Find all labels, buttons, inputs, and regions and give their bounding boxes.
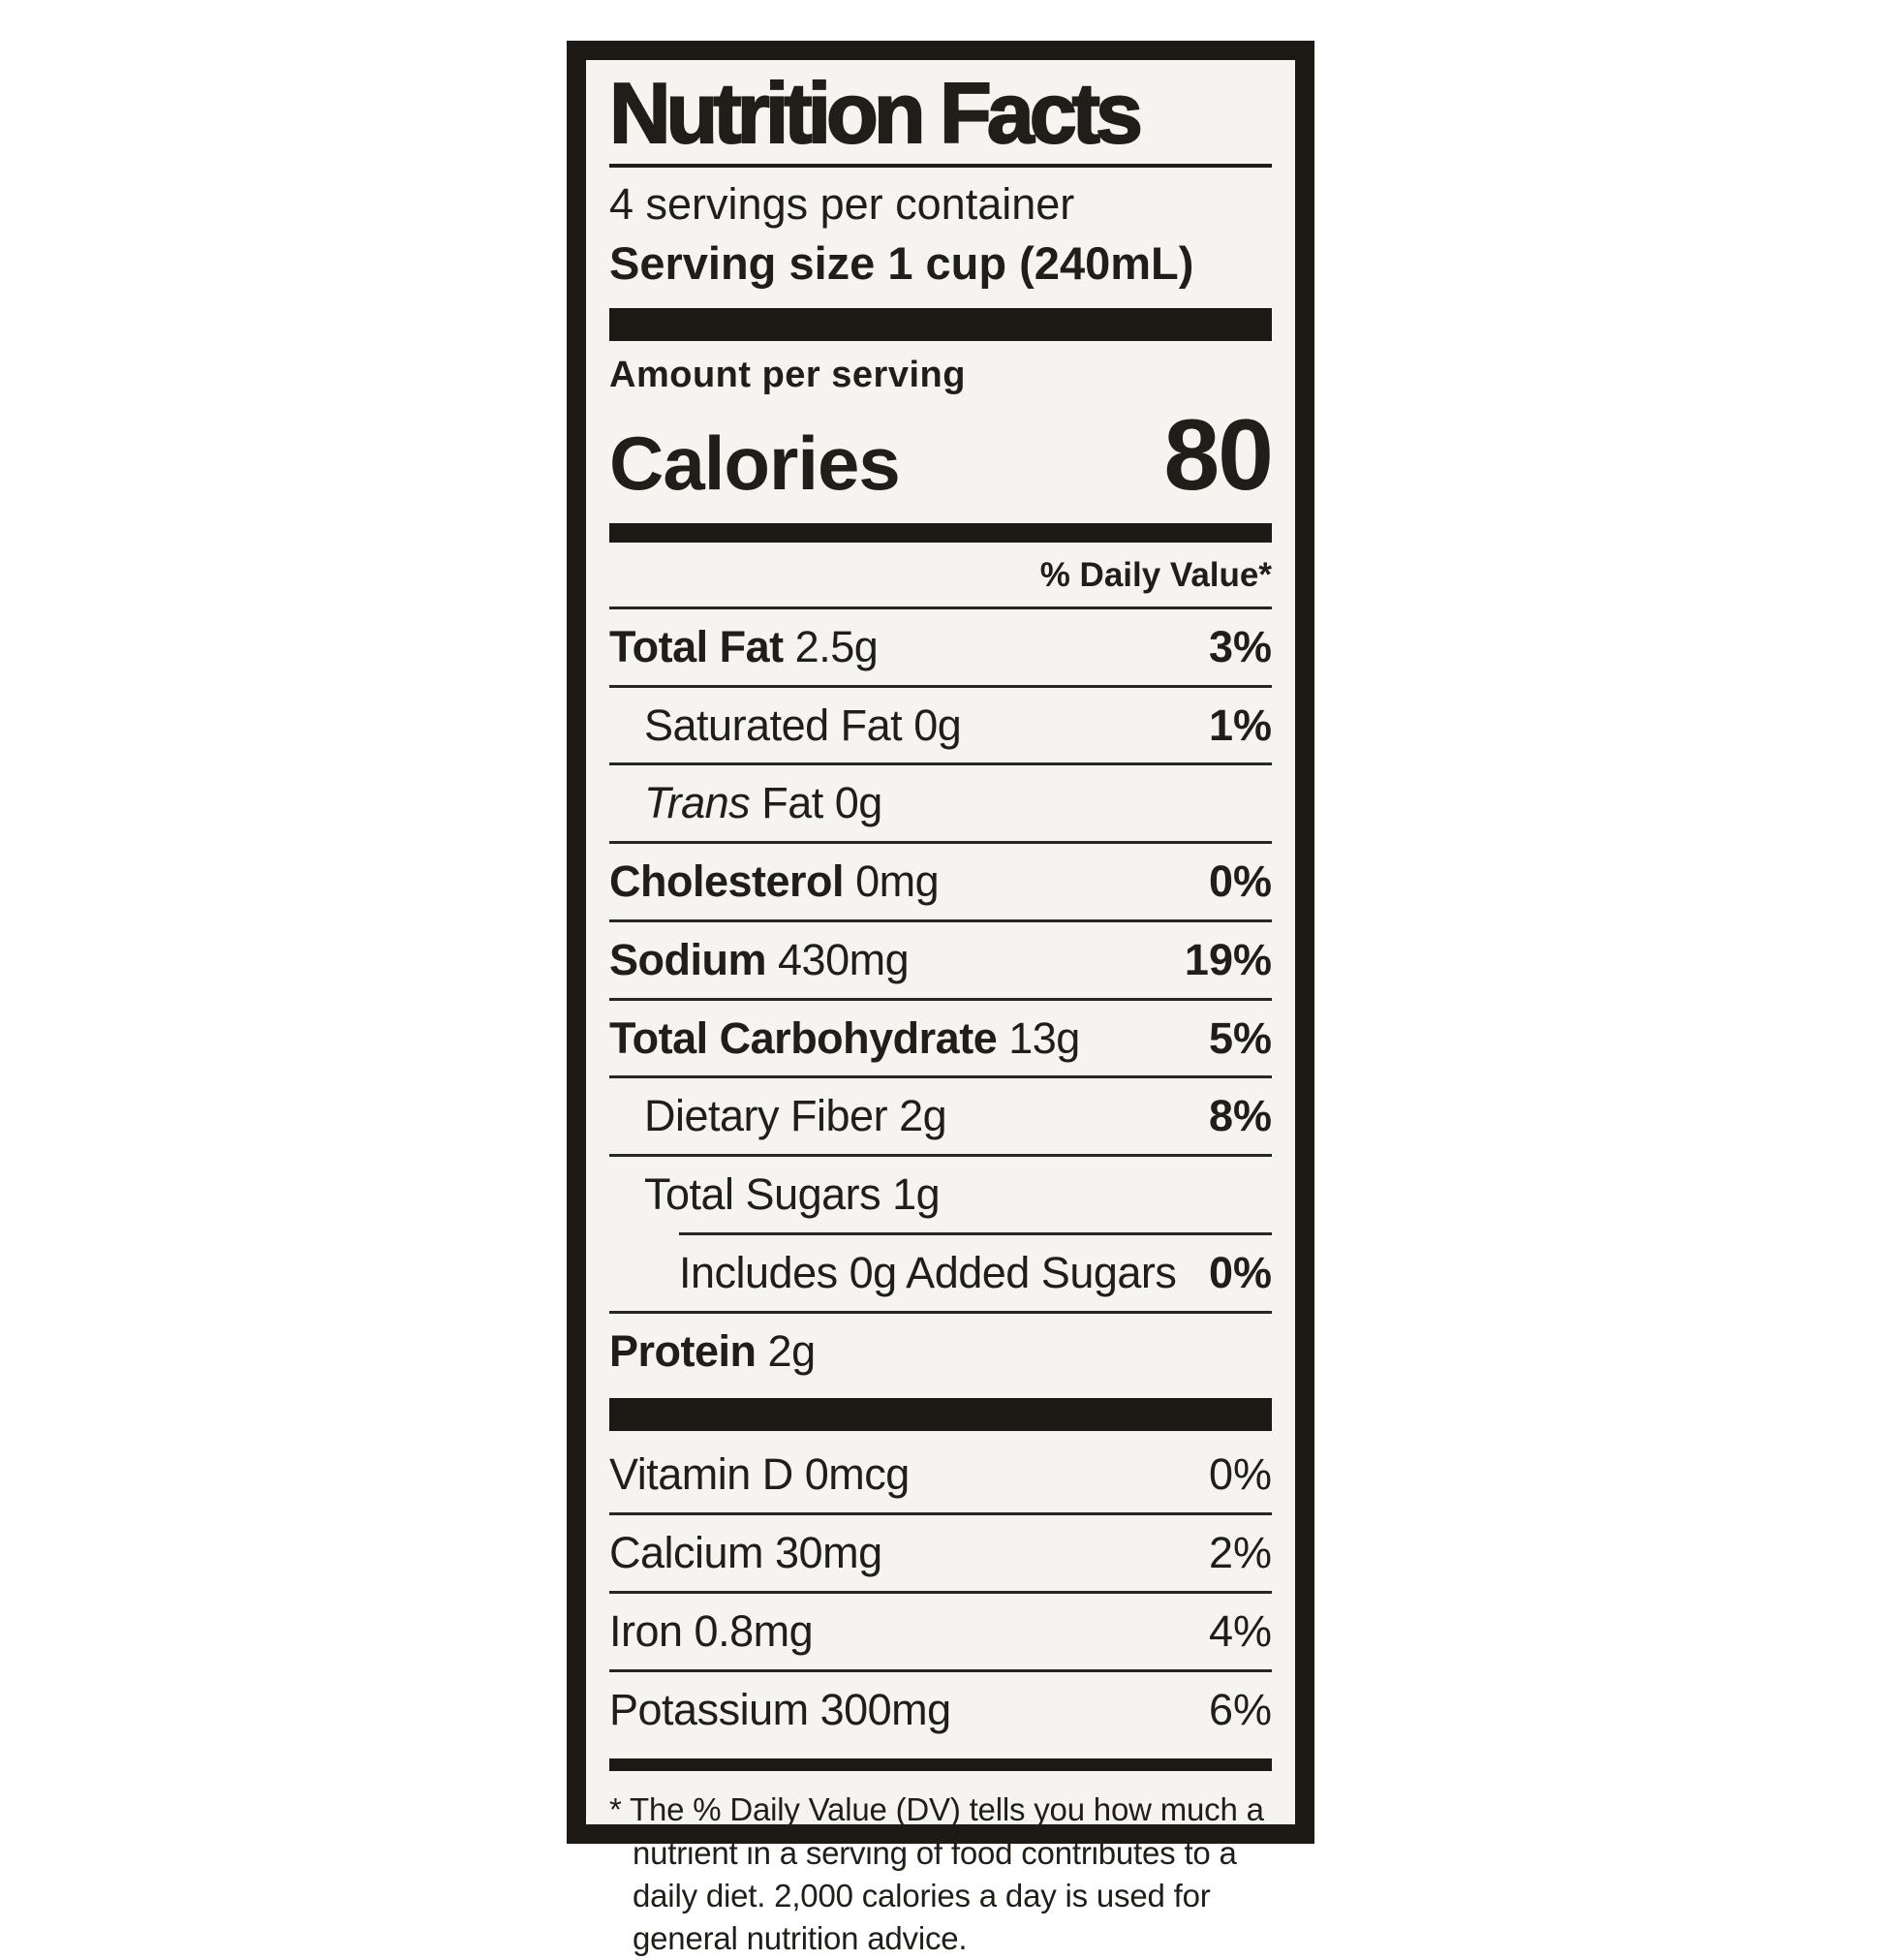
row-divider [609, 918, 1272, 922]
nutrient-row-total-carbohydrate: Total Carbohydrate 13g 5% [609, 1001, 1272, 1076]
nutrient-name-amount: Total Carbohydrate 13g [609, 1012, 1080, 1063]
nutrient-row-cholesterol: Cholesterol 0mg 0% [609, 844, 1272, 919]
section-bar-vitamins [609, 1398, 1272, 1432]
calories-value: 80 [1163, 398, 1274, 512]
vitamin-row-calcium: Calcium 30mg 2% [609, 1515, 1272, 1591]
vitamin-name: Calcium 30mg [609, 1528, 882, 1578]
calories-divider-bar [609, 522, 1272, 543]
nutrient-name-amount: Sodium 430mg [609, 934, 910, 984]
row-divider [609, 1590, 1272, 1594]
vitamin-row-iron: Iron 0.8mg 4% [609, 1594, 1272, 1669]
row-divider [609, 1512, 1272, 1516]
daily-value-header: % Daily Value* [1039, 555, 1272, 594]
nutrient-row-saturated-fat: Saturated Fat 0g 1% [609, 688, 1272, 763]
nutrition-facts-label: Nutrition Facts 4 servings per container… [567, 41, 1314, 1956]
nutrient-row-trans-fat: Trans Fat 0g [609, 765, 1272, 841]
vitamin-dv: 0% [1208, 1449, 1272, 1500]
amount-per-serving-label: Amount per serving [609, 354, 966, 395]
vitamin-name: Iron 0.8mg [609, 1605, 814, 1656]
nutrient-dv: 0% [1208, 856, 1272, 907]
row-divider [609, 762, 1272, 766]
row-divider [609, 684, 1272, 688]
nutrient-name-amount: Total Sugars 1g [644, 1169, 941, 1220]
nutrient-row-total-sugars: Total Sugars 1g [609, 1157, 1272, 1232]
title-divider [609, 163, 1272, 168]
nutrient-name-amount: Dietary Fiber 2g [644, 1091, 947, 1141]
nutrient-dv: 1% [1208, 700, 1272, 750]
label-title: Nutrition Facts [608, 64, 1144, 161]
row-divider [609, 997, 1272, 1001]
vitamin-row-potassium: Potassium 300mg 6% [609, 1672, 1272, 1748]
nutrient-dv: 19% [1184, 934, 1272, 984]
row-divider [609, 841, 1272, 845]
calories-label: Calories [609, 420, 901, 506]
vitamin-name: Vitamin D 0mcg [609, 1449, 910, 1500]
nutrient-name-amount: Saturated Fat 0g [644, 700, 962, 750]
footnote-divider-bar [609, 1758, 1272, 1772]
vitamin-dv: 2% [1208, 1528, 1272, 1578]
nutrient-dv: 0% [1208, 1247, 1272, 1297]
nutrient-dv: 8% [1208, 1091, 1272, 1141]
nutrient-row-total-fat: Total Fat 2.5g 3% [609, 609, 1272, 685]
row-divider [609, 1668, 1272, 1672]
calories-row: Calories 80 [609, 398, 1274, 513]
row-divider-indented [679, 1231, 1272, 1235]
nutrient-row-protein: Protein 2g [609, 1314, 1272, 1389]
section-bar-top [609, 307, 1272, 341]
nutrient-row-sodium: Sodium 430mg 19% [609, 922, 1272, 998]
nutrient-name-amount: Protein 2g [609, 1325, 816, 1376]
row-divider [609, 1075, 1272, 1079]
nutrient-name-amount: Trans Fat 0g [644, 778, 882, 828]
nutrient-row-added-sugars: Includes 0g Added Sugars 0% [609, 1235, 1272, 1311]
nutrient-row-dietary-fiber: Dietary Fiber 2g 8% [609, 1078, 1272, 1154]
vitamin-row-vitamin-d: Vitamin D 0mcg 0% [609, 1437, 1272, 1512]
row-divider [609, 1310, 1272, 1314]
vitamin-dv: 6% [1208, 1684, 1272, 1734]
vitamin-name: Potassium 300mg [609, 1684, 951, 1734]
row-divider [609, 1154, 1272, 1158]
nutrient-name-amount: Cholesterol 0mg [609, 856, 940, 907]
serving-size: Serving size 1 cup (240mL) [609, 236, 1194, 289]
nutrient-name-amount: Includes 0g Added Sugars [679, 1247, 1177, 1297]
row-divider [609, 606, 1272, 609]
servings-per-container: 4 servings per container [609, 178, 1075, 229]
nutrient-name-amount: Total Fat 2.5g [609, 621, 879, 671]
nutrient-dv: 5% [1208, 1012, 1272, 1063]
footnote: * The % Daily Value (DV) tells you how m… [609, 1791, 1264, 1957]
nutrient-dv: 3% [1208, 621, 1272, 671]
vitamin-dv: 4% [1208, 1605, 1272, 1656]
